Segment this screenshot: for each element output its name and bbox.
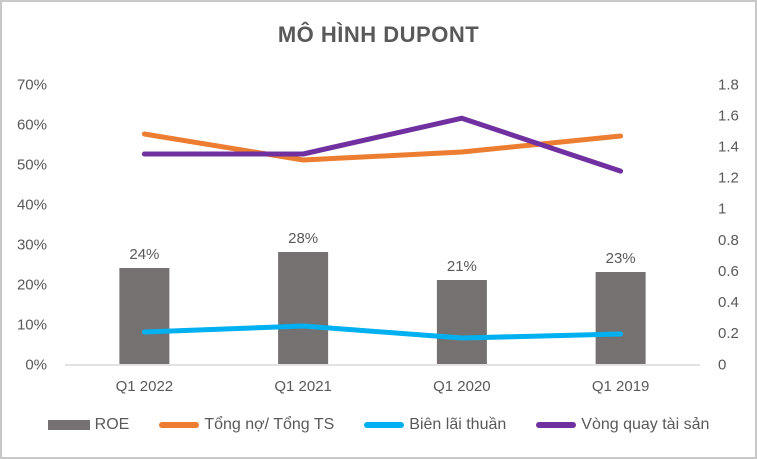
x-axis-category-label: Q1 2022 (116, 378, 174, 395)
roe-bar (436, 280, 487, 364)
x-axis-category-label: Q1 2021 (274, 378, 332, 395)
bar-data-label: 21% (447, 258, 477, 275)
left-axis-tick-label: 40% (17, 196, 47, 213)
legend-label: Biên lãi thuần (409, 416, 507, 433)
legend-label: ROE (94, 416, 130, 433)
right-axis-tick-label: 1.4 (718, 138, 739, 155)
roe-bar (595, 272, 646, 364)
right-axis-tick-label: 0.8 (718, 232, 739, 249)
x-axis-category-label: Q1 2020 (433, 378, 491, 395)
left-axis-tick-label: 0% (25, 356, 47, 373)
legend-line-swatch (536, 422, 577, 428)
legend-label: Tổng nợ/ Tổng TS (204, 416, 335, 433)
legend-line-swatch (159, 422, 200, 428)
legend-label: Vòng quay tài sản (581, 416, 710, 433)
bar-data-label: 28% (288, 230, 318, 247)
legend-item-0: ROE (47, 416, 130, 434)
roe-bar (119, 268, 170, 364)
left-axis-tick-label: 60% (17, 116, 47, 133)
legend-item-3: Vòng quay tài sản (536, 416, 709, 434)
chart-legend: ROE Tổng nợ/ Tổng TS Biên lãi thuần Vòng qu… (2, 416, 755, 434)
bar-data-label: 23% (606, 250, 636, 267)
left-axis-tick-label: 30% (17, 236, 47, 253)
right-axis-tick-label: 1.2 (718, 170, 739, 187)
left-axis-tick-label: 10% (17, 316, 47, 333)
left-axis-tick-label: 50% (17, 156, 47, 173)
legend-bar-swatch (47, 420, 90, 430)
left-axis-tick-label: 70% (17, 76, 47, 93)
right-axis-tick-label: 1.8 (718, 76, 739, 93)
right-axis-tick-label: 1.6 (718, 107, 739, 124)
right-axis-tick-label: 0 (718, 356, 726, 373)
right-axis-tick-label: 0.2 (718, 325, 739, 342)
chart-title: MÔ HÌNH DUPONT (277, 22, 480, 47)
legend-item-2: Biên lãi thuần (364, 416, 506, 434)
series-line-3 (141, 115, 624, 174)
x-axis-category-label: Q1 2019 (592, 378, 650, 395)
roe-bar (278, 252, 329, 364)
legend-line-swatch (364, 422, 405, 428)
series-line-2 (141, 323, 624, 341)
bar-data-label: 24% (129, 246, 159, 263)
right-axis-tick-label: 0.6 (718, 263, 739, 280)
right-axis-tick-label: 1 (718, 201, 726, 218)
left-axis-tick-label: 20% (17, 276, 47, 293)
legend-item-1: Tổng nợ/ Tổng TS (159, 416, 334, 434)
right-axis-tick-label: 0.4 (718, 294, 739, 311)
